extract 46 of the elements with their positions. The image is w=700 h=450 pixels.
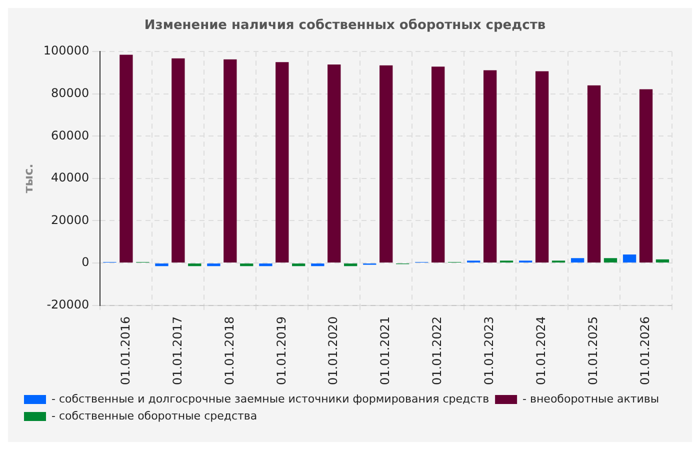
x-tick-label: 01.01.2023	[482, 316, 496, 386]
legend-label: - внеоборотные активы	[522, 392, 660, 406]
bar	[292, 264, 306, 266]
bar	[240, 264, 254, 266]
bar	[276, 62, 289, 263]
bar	[570, 258, 584, 263]
y-axis-title: тыс.	[21, 164, 36, 194]
bar	[535, 71, 549, 263]
bar	[587, 85, 601, 263]
bar	[155, 264, 168, 266]
x-tick-label: 01.01.2021	[378, 316, 392, 386]
y-tick-label: 100000	[43, 44, 90, 58]
bar	[172, 58, 185, 263]
bar	[207, 264, 220, 266]
bar	[622, 254, 636, 263]
y-tick-label: 60000	[51, 128, 90, 142]
y-tick-label: 20000	[51, 212, 90, 227]
bar	[639, 89, 653, 263]
y-tick-label: 0	[82, 255, 90, 270]
x-tick-label: 01.01.2024	[534, 316, 548, 386]
bar	[656, 259, 670, 263]
x-tick-label: 01.01.2026	[638, 316, 652, 386]
bar	[344, 264, 358, 266]
x-tick-label: 01.01.2022	[430, 316, 444, 386]
bar	[259, 264, 272, 266]
legend-label: - собственные оборотные средства	[52, 409, 258, 422]
y-tick-label: -20000	[46, 297, 90, 312]
chart-title: Изменение наличия собственных оборотных средств	[144, 18, 546, 34]
y-tick-label: 80000	[51, 86, 90, 100]
bar	[224, 59, 237, 263]
bar	[432, 66, 445, 263]
x-tick-label: 01.01.2025	[586, 316, 600, 386]
x-tick-label: 01.01.2018	[222, 316, 236, 386]
bar	[188, 264, 202, 266]
x-tick-label: 01.01.2019	[274, 316, 288, 386]
bar	[380, 65, 393, 263]
legend-label: - собственные и долгосрочные заемные источники формирования средств	[52, 392, 490, 406]
x-tick-label: 01.01.2017	[170, 316, 184, 386]
bar	[120, 54, 133, 263]
bar	[604, 258, 618, 263]
x-tick-label: 01.01.2016	[118, 316, 132, 386]
bar	[328, 64, 341, 263]
bar	[311, 264, 324, 266]
y-tick-label: 40000	[51, 170, 90, 185]
x-tick-label: 01.01.2020	[326, 316, 340, 386]
bar	[483, 70, 497, 263]
